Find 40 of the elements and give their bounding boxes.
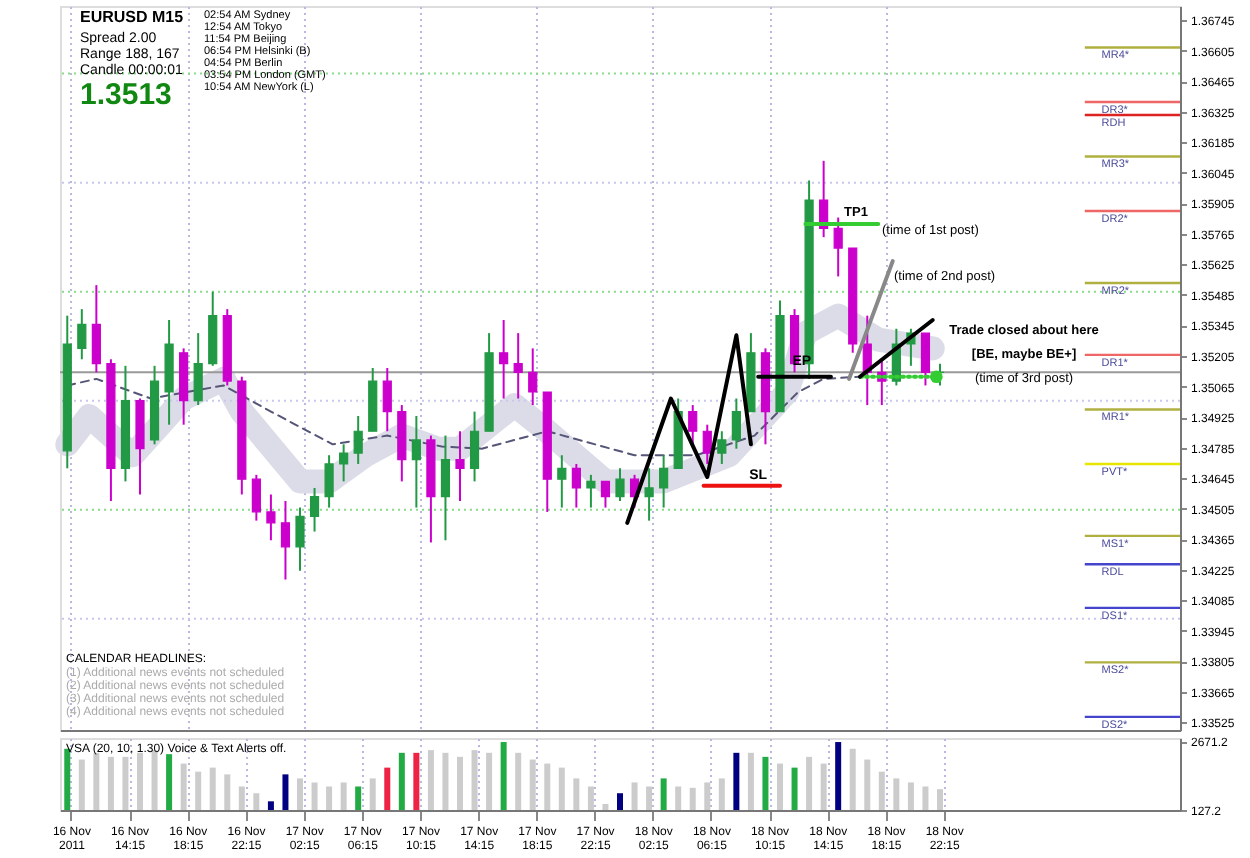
candlestick — [208, 290, 218, 367]
candlestick — [266, 493, 276, 542]
candlestick — [528, 347, 538, 407]
candlestick — [339, 443, 349, 483]
candlestick — [586, 473, 596, 509]
line-series — [625, 333, 753, 525]
candlestick — [164, 319, 174, 426]
candlestick — [382, 367, 392, 433]
candlestick — [440, 434, 451, 542]
candlestick — [731, 397, 741, 450]
candlestick — [179, 347, 189, 426]
annotation: EURUSD M15 — [80, 8, 185, 26]
candlestick — [702, 423, 712, 465]
candlestick — [499, 319, 509, 400]
candlestick — [513, 332, 523, 400]
candlestick — [295, 506, 305, 572]
annotation: 1.3513 — [80, 78, 172, 112]
candlestick — [688, 404, 698, 446]
candlestick — [77, 308, 87, 361]
candlestick — [353, 414, 363, 465]
candlestick — [644, 467, 654, 522]
candlestick — [455, 430, 465, 503]
candlestick — [920, 332, 931, 387]
candlestick — [280, 500, 291, 581]
candlestick — [571, 462, 581, 509]
candlestick — [833, 216, 843, 278]
candlestick — [717, 430, 727, 465]
candlestick — [411, 414, 421, 509]
candlestick — [193, 332, 203, 407]
candlestick — [615, 467, 625, 503]
candlestick — [324, 454, 334, 509]
candlestick — [600, 480, 611, 509]
candlestick — [309, 486, 320, 533]
candlestick — [557, 454, 567, 509]
candlestick — [135, 397, 145, 496]
candlestick — [469, 410, 480, 483]
candlestick — [659, 454, 669, 509]
candlestick — [251, 473, 261, 522]
candlestick — [397, 404, 407, 483]
candlestick — [91, 284, 101, 374]
